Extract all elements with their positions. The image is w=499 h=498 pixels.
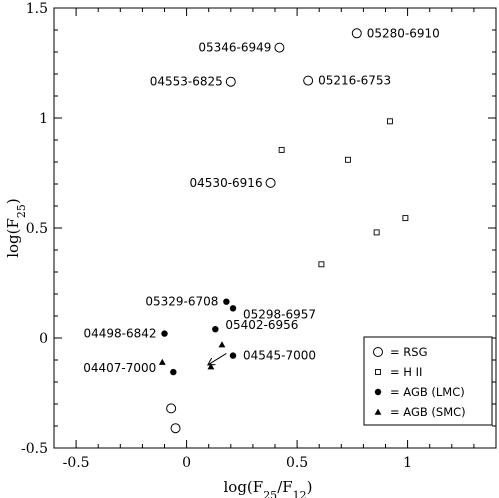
agb-smc-point (158, 358, 166, 365)
y-tick-label: 1.5 (26, 1, 48, 17)
axis-label-text: ) (4, 198, 22, 204)
y-tick-label: 1 (39, 111, 48, 127)
agb-lmc-point (223, 298, 230, 305)
axis-label-text: log(F (223, 478, 263, 496)
hii-point (373, 229, 380, 236)
agb-lmc-point (229, 305, 237, 312)
point-label: 05216-6753 (318, 74, 391, 88)
y-tick-label: 0.5 (26, 221, 48, 237)
legend: = RSG = H II = AGB (LMC) = AGB (SMC) (363, 336, 493, 426)
agb-lmc-point (229, 352, 237, 359)
point-label: 05298-6957 (243, 307, 316, 321)
point-label: 04407-7000 (83, 361, 156, 375)
hii-point (278, 146, 285, 153)
axis-label-subscript: 25 (15, 204, 28, 218)
y-axis-label: log(F25) (4, 198, 28, 258)
axis-label-text: /F (277, 478, 292, 496)
annotations (209, 352, 227, 364)
rsg-point (303, 75, 314, 86)
point-label: 05402-6956 (225, 318, 298, 332)
rsg-point (373, 347, 383, 357)
x-axis-label: log(F25/F12) (223, 478, 312, 498)
hii-point (344, 156, 351, 163)
point-label: 04553-6825 (150, 75, 223, 89)
agb-smc-point (218, 341, 226, 348)
x-tick-label: 1 (403, 455, 412, 471)
x-tick-label: -0.5 (63, 455, 90, 471)
rsg-point (170, 423, 181, 434)
agb-lmc-point (170, 368, 177, 376)
agb-lmc-point (161, 330, 168, 337)
legend-label: = AGB (SMC) (390, 405, 466, 419)
point-label: 05280-6910 (367, 26, 440, 40)
rsg-point (274, 42, 285, 53)
point-label: 05329-6708 (145, 295, 218, 309)
tick-labels: -0.5 0 0.5 1 -0.5 0 0.5 1 1.5 (21, 1, 412, 471)
hii-point (375, 369, 381, 375)
point-label: 04530-6916 (190, 176, 263, 190)
y-tick-label: -0.5 (21, 441, 48, 457)
legend-box (363, 336, 493, 426)
hii-point (318, 261, 325, 268)
point-labels: 05280-6910 05346-6949 04553-6825 05216-6753… (83, 26, 440, 375)
x-tick-label: 0 (182, 455, 191, 471)
arrow-annotation (209, 352, 227, 364)
agb-smc-point (374, 408, 382, 415)
hii-point (386, 118, 393, 125)
axis-label-text: ) (307, 478, 313, 496)
legend-label: = RSG (390, 345, 428, 359)
rsg-point (225, 76, 236, 87)
legend-label: = AGB (LMC) (390, 385, 465, 399)
agb-lmc-point (374, 388, 382, 396)
rsg-point (351, 28, 362, 39)
legend-label: = H II (390, 365, 422, 379)
agb-lmc-point (212, 326, 219, 333)
rsg-point (166, 403, 177, 414)
hii-point (402, 215, 409, 222)
point-label: 04545-7000 (243, 349, 316, 363)
y-tick-label: 0 (39, 331, 48, 347)
axis-label-subscript: 12 (293, 489, 307, 498)
rsg-point (265, 177, 276, 188)
agb-smc-point (207, 363, 215, 370)
point-label: 04498-6842 (83, 327, 156, 341)
x-tick-label: 0.5 (286, 455, 308, 471)
axis-label-subscript: 25 (263, 489, 277, 498)
data-points (158, 28, 409, 434)
axis-label-text: log(F (4, 218, 22, 258)
point-label: 05346-6949 (198, 41, 271, 55)
axis-ticks (53, 7, 497, 449)
